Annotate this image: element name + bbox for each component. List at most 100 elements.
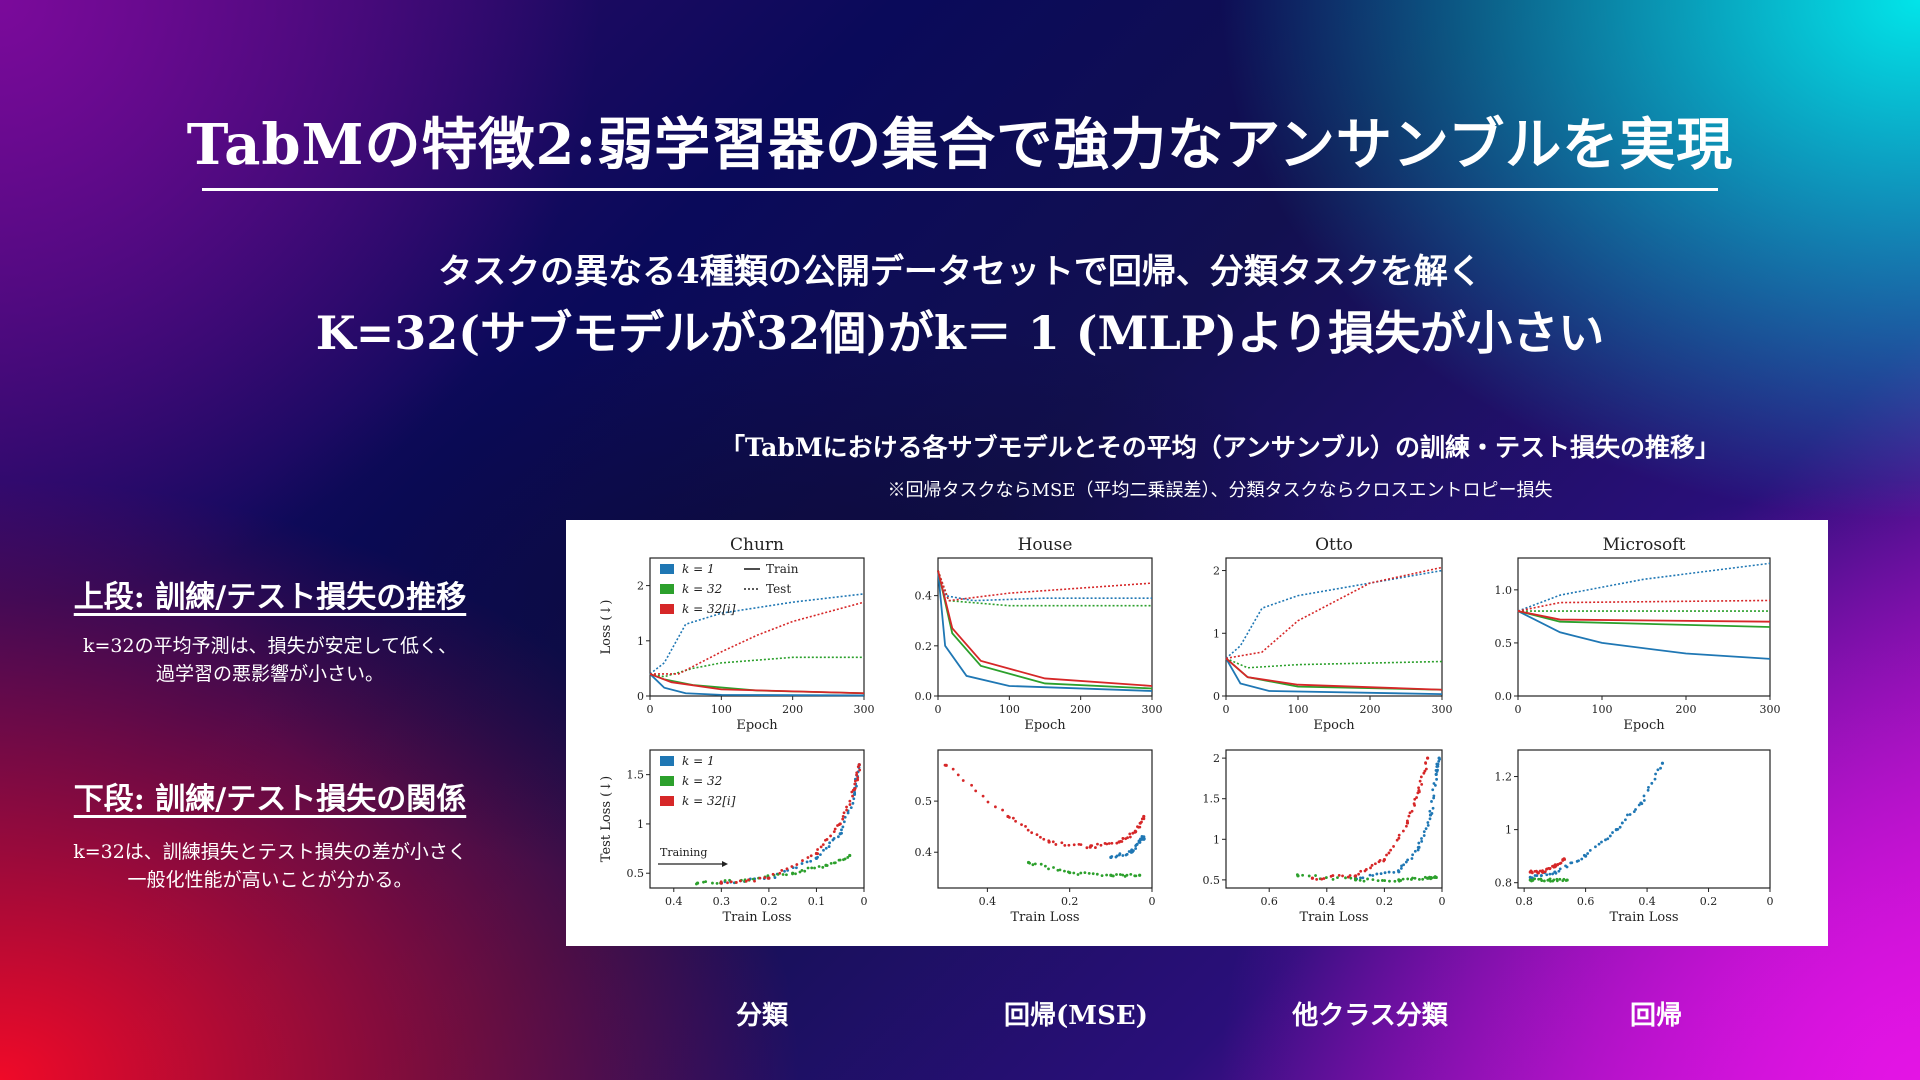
scatter-point — [1420, 782, 1424, 786]
scatter-point — [1107, 842, 1111, 845]
scatter-point — [780, 869, 784, 872]
scatter-point — [1310, 876, 1314, 880]
scatter-point — [1031, 863, 1035, 867]
scatter-point — [961, 779, 965, 782]
scatter-point — [1039, 835, 1042, 839]
scatter-point — [1109, 855, 1113, 859]
x-tick-label: 0.8 — [1515, 895, 1533, 908]
legend-label: k = 1 — [682, 754, 715, 768]
scatter-point — [853, 779, 857, 783]
legend-label: k = 32 — [682, 582, 722, 596]
scatter-point — [753, 879, 756, 883]
scatter-point — [1354, 874, 1358, 878]
scatter-point — [981, 794, 985, 798]
scatter-point — [723, 879, 727, 882]
scatter-point — [855, 771, 859, 775]
scatter-point — [1121, 873, 1125, 877]
train-loss-line — [649, 673, 865, 697]
scatter-point — [819, 845, 823, 849]
chart-frame — [1517, 557, 1771, 697]
legend-style-label: Train — [766, 562, 799, 576]
scatter-point — [1406, 877, 1410, 881]
scatter-point — [851, 794, 854, 798]
scatter-point — [1624, 818, 1627, 822]
scatter-point — [1647, 785, 1650, 789]
scatter-point — [1428, 817, 1432, 821]
scatter-point — [813, 866, 816, 870]
legend-swatch — [660, 756, 674, 766]
bottom-row-line1: k=32は、訓練損失とテスト損失の差が小さく — [73, 841, 467, 863]
x-tick-label: 200 — [1360, 703, 1381, 716]
x-tick-label: 0 — [935, 703, 942, 716]
scatter-point — [1614, 828, 1618, 832]
chart-frame — [1225, 749, 1443, 889]
scatter-point — [795, 866, 798, 870]
scatter-point — [1417, 788, 1421, 793]
scatter-point — [1410, 809, 1414, 813]
y-tick-label: 1 — [1213, 627, 1220, 640]
scatter-point — [1371, 874, 1375, 877]
scatter-point — [1307, 874, 1311, 878]
scatter-point — [1385, 853, 1388, 857]
test-loss-line — [937, 570, 1153, 602]
x-tick-label: 100 — [1288, 703, 1309, 716]
scatter-point — [1659, 766, 1662, 770]
scatter-point — [1133, 830, 1138, 834]
scatter-point — [1429, 877, 1433, 881]
scatter-point — [1548, 867, 1552, 870]
scatter-point — [1404, 824, 1408, 828]
scatter-point — [1079, 843, 1083, 847]
x-tick-label: 0.4 — [665, 895, 683, 908]
scatter-point — [1628, 813, 1632, 816]
scatter-point — [695, 881, 700, 885]
task-label-multiclass: 他クラス分類 — [1292, 1001, 1448, 1031]
scatter-point — [1142, 814, 1146, 819]
scatter-point — [1421, 877, 1425, 881]
x-tick-label: 0 — [1149, 895, 1156, 908]
scatter-point — [1577, 859, 1580, 863]
scatter-point — [848, 803, 852, 806]
top-row-heading: 上段: 訓練/テスト損失の推移 — [73, 580, 467, 615]
scatter-point — [1411, 876, 1414, 880]
scatter-point — [1085, 846, 1089, 850]
scatter-point — [1083, 871, 1087, 875]
x-axis-label: Train Loss — [1299, 910, 1368, 925]
scatter-point — [801, 859, 804, 862]
test-loss-line — [1517, 562, 1771, 612]
scatter-point — [1392, 870, 1396, 874]
scatter-point — [1528, 870, 1532, 874]
bottom-row-description: k=32は、訓練損失とテスト損失の差が小さく 一般化性能が高いことが分かる。 — [30, 838, 510, 894]
scatter-point — [809, 854, 813, 858]
scatter-point — [766, 874, 770, 878]
scatter-point — [1543, 870, 1547, 874]
x-axis-label: Epoch — [736, 718, 778, 733]
scatter-point — [771, 872, 775, 876]
train-loss-line — [1517, 610, 1771, 623]
scatter-point — [1632, 810, 1636, 814]
scatter-point — [1434, 875, 1438, 880]
legend-label: k = 32 — [682, 774, 722, 788]
scatter-point — [1580, 857, 1584, 861]
scatter-point — [806, 856, 810, 859]
x-axis-label: Train Loss — [1010, 910, 1079, 925]
scatter-point — [819, 853, 822, 857]
y-tick-label: 0.8 — [1495, 877, 1513, 890]
scatter-point — [1138, 825, 1142, 829]
scatter-point — [1642, 799, 1646, 802]
scatter-point — [833, 827, 837, 831]
x-tick-label: 0.2 — [760, 895, 778, 908]
scatter-point — [1364, 868, 1368, 871]
legend-swatch — [660, 776, 674, 786]
x-tick-label: 0 — [861, 895, 868, 908]
scatter-point — [841, 825, 845, 829]
scatter-point — [1134, 847, 1138, 850]
scatter-point — [1072, 843, 1076, 847]
scatter-point — [719, 881, 723, 885]
scatter-point — [1653, 777, 1657, 781]
train-loss-line — [937, 570, 1153, 692]
chart-title: Microsoft — [1603, 535, 1686, 555]
scatter-point — [1611, 831, 1614, 834]
scatter-point — [734, 881, 738, 884]
scatter-point — [822, 848, 825, 852]
